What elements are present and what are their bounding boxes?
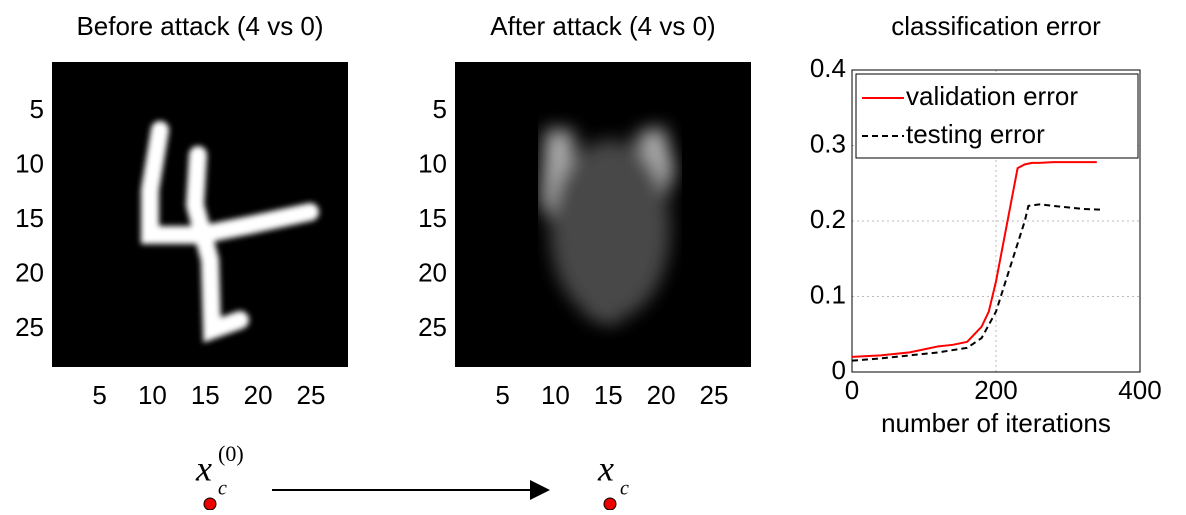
y-tick-label: 0.2	[810, 204, 846, 234]
x-tick-label: 25	[297, 380, 326, 410]
x-tick-label: 15	[594, 380, 623, 410]
plot-frame	[851, 69, 1141, 373]
line-series	[851, 203, 1101, 362]
y-tick-label: 15	[418, 203, 447, 233]
x-tick-label: 20	[244, 380, 273, 410]
y-tick-label: 0.4	[810, 53, 846, 83]
point-end	[603, 497, 617, 511]
line-series	[851, 161, 1097, 358]
x-tick-label: 400	[1118, 375, 1161, 405]
x-tick-label: 5	[92, 380, 106, 410]
y-tick-label: 25	[418, 312, 447, 342]
chart-title: Before attack (4 vs 0)	[76, 11, 323, 41]
y-tick-label: 15	[15, 203, 44, 233]
y-tick-label: 5	[30, 94, 44, 124]
y-tick-label: 10	[418, 148, 447, 178]
subscript: c	[218, 478, 227, 500]
point-start	[203, 497, 217, 511]
chart-title: After attack (4 vs 0)	[490, 11, 715, 41]
symbol: x	[195, 448, 212, 488]
y-tick-label: 5	[433, 94, 447, 124]
digit-after	[540, 126, 675, 325]
legend-label: validation error	[906, 81, 1078, 111]
x-tick-label: 15	[191, 380, 220, 410]
y-tick-label: 10	[15, 148, 44, 178]
x-tick-label: 20	[647, 380, 676, 410]
x-tick-label: 10	[541, 380, 570, 410]
superscript: (0)	[218, 441, 244, 466]
y-tick-label: 0.3	[810, 128, 846, 158]
x-tick-label: 0	[845, 375, 859, 405]
x-tick-label: 5	[495, 380, 509, 410]
y-tick-label: 20	[418, 257, 447, 287]
subscript: c	[620, 478, 629, 500]
x-tick-label: 200	[974, 375, 1017, 405]
digit-before	[141, 121, 319, 343]
legend-box	[855, 73, 1139, 159]
y-tick-label: 0	[832, 355, 846, 385]
symbol: x	[597, 448, 614, 488]
y-tick-label: 20	[15, 257, 44, 287]
chart-title: classification error	[891, 11, 1101, 41]
legend-label: testing error	[906, 119, 1045, 149]
x-axis-label: number of iterations	[881, 408, 1111, 438]
x-tick-label: 10	[138, 380, 167, 410]
y-tick-label: 25	[15, 312, 44, 342]
x-tick-label: 25	[700, 380, 729, 410]
y-tick-label: 0.1	[810, 279, 846, 309]
